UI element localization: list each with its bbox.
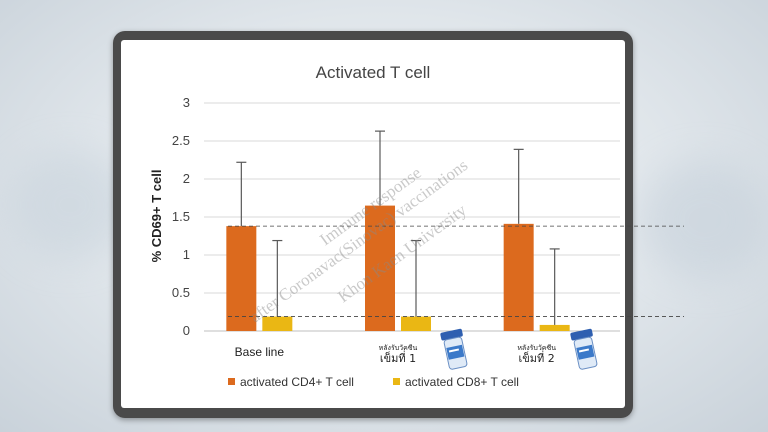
bar-cd4 [503,223,534,331]
y-tick-label: 0 [183,323,190,338]
legend-label-cd8: activated CD8+ T cell [405,375,519,389]
category-label: Base line [235,345,285,359]
vaccine-vial-icon [570,328,598,370]
bar-cd8 [262,316,293,331]
vial-label-stripe [578,348,590,353]
bar-cd8 [539,324,570,331]
vial-cap [440,328,463,341]
y-tick-label: 2.5 [172,133,190,148]
background-glow-right [640,160,768,280]
chart-title: Activated T cell [316,63,431,82]
y-axis-label: % CD69+ T cell [149,170,164,263]
bars [226,130,570,331]
y-tick-label: 0.5 [172,285,190,300]
category-label-line-1: หลังรับวัคซีน [517,344,556,352]
vial-label-stripe [448,348,460,353]
y-tick-labels: 0 0.5 1 1.5 2 2.5 3 [172,95,190,338]
category-label-line-2: เข็มที่ 1 [380,350,416,365]
category-label-line-2: เข็มที่ 2 [519,350,555,365]
legend-swatch-cd8 [393,378,400,385]
vaccine-vial-icon [440,328,468,370]
background-glow-left [10,150,130,260]
legend: activated CD4+ T cell activated CD8+ T ce… [228,375,519,389]
y-tick-label: 2 [183,171,190,186]
y-tick-label: 1.5 [172,209,190,224]
vial-cap [570,328,593,341]
category-labels: Base line หลังรับวัคซีนเข็มที่ 1หลังรับวั… [235,344,557,365]
y-tick-label: 1 [183,247,190,262]
reference-lines [228,225,684,317]
bar-cd8 [401,316,431,331]
y-tick-label: 3 [183,95,190,110]
category-label-line-1: หลังรับวัคซีน [379,344,418,352]
legend-label-cd4: activated CD4+ T cell [240,375,354,389]
legend-swatch-cd4 [228,378,235,385]
vial-label [446,344,465,360]
vaccine-icons [440,328,598,370]
vial-label [576,344,595,360]
bar-cd4 [226,226,257,331]
